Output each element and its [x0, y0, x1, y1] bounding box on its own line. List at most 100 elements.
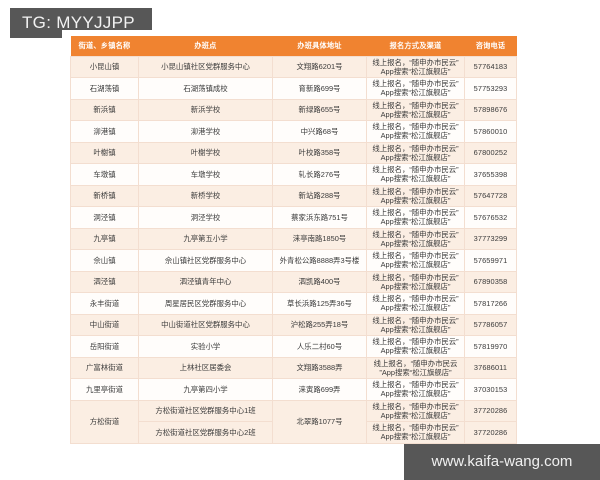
- cell-town: 车墩镇: [70, 163, 139, 186]
- cell-site: 石湖荡镇成校: [138, 77, 273, 100]
- column-header-channel: 报名方式及渠道: [366, 36, 465, 56]
- cell-address: 新站路288号: [272, 184, 367, 207]
- cell-address: 叶校路358号: [272, 141, 367, 164]
- table-body: 小昆山镇 小昆山镇社区党群服务中心 文翔路6201号 线上报名，“随申办市民云” App…: [70, 55, 517, 444]
- cell-phone: 37030153: [464, 378, 517, 401]
- cell-address: 蔡家浜东路751号: [272, 206, 367, 229]
- channel-line-1: 线上报名，“随申办市民云”: [372, 100, 459, 110]
- cell-phone: 57819970: [464, 335, 517, 358]
- table-row: 方松街道 方松街道社区党群服务中心1班 北翠路1077号 线上报名，“随申办市民云” A…: [70, 399, 517, 444]
- table-row: 叶榭镇 叶榭学校 叶校路358号 线上报名，“随申办市民云” App搜索“松江旗舰店” 6…: [70, 141, 517, 164]
- table-header-row: 街道、乡镇名称 办班点 办班具体地址 报名方式及渠道 咨询电话: [70, 36, 517, 56]
- cell-registration-channel: 线上报名，“随申办市民云”App搜索“松江旗舰店”: [366, 77, 465, 100]
- channel-line-2: App搜索“松江旗舰店”: [380, 131, 451, 141]
- table-row: 岳阳街道 实验小学 人乐二村60号 线上报名，“随申办市民云” App搜索“松江旗舰店”…: [70, 335, 517, 358]
- table-card: 街道、乡镇名称 办班点 办班具体地址 报名方式及渠道 咨询电话 小昆山镇 小昆山镇…: [62, 30, 524, 450]
- table-row: 泗泾镇 泗泾镇青年中心 泗凯路400号 线上报名，“随申办市民云” App搜索“松江旗舰…: [70, 270, 517, 293]
- cell-town: 石湖荡镇: [70, 77, 139, 100]
- channel-line-1: 线上报名，“随申办市民云: [373, 358, 458, 368]
- cell-address: 轧长路276号: [272, 163, 367, 186]
- channel-line-2: App搜索“松江旗舰店”: [380, 260, 451, 270]
- table-row: 新桥镇 新桥学校 新站路288号 线上报名，“随申办市民云” App搜索“松江旗舰店” 5…: [70, 184, 517, 207]
- cell-phone: 57647728: [464, 184, 517, 207]
- cell-site: 九亭第五小学: [138, 227, 273, 250]
- cell-registration-channel: 线上报名，“随申办市民云”App搜索“松江旗舰店”: [366, 163, 465, 186]
- cell-registration-channel: 线上报名，“随申办市民云”App搜索“松江旗舰店”: [366, 399, 465, 422]
- cell-phone: 57753293: [464, 77, 517, 100]
- cell-town: 小昆山镇: [70, 55, 139, 78]
- table-header: 街道、乡镇名称 办班点 办班具体地址 报名方式及渠道 咨询电话: [70, 36, 517, 56]
- cell-phone: 57898676: [464, 98, 517, 121]
- channel-line-1: 线上报名，“随申办市民云”: [372, 423, 459, 432]
- cell-registration-channel: 线上报名，“随申办市民云”App搜索“松江旗舰店”: [366, 55, 465, 78]
- cell-address: 新绿路655号: [272, 98, 367, 121]
- cell-registration-channel: 线上报名，“随申办市民云”App搜索“松江旗舰店”: [366, 141, 465, 164]
- table-row: 石湖荡镇 石湖荡镇成校 育新路699号 线上报名，“随申办市民云” App搜索“松江旗舰…: [70, 77, 517, 100]
- cell-site: 佘山镇社区党群服务中心: [138, 249, 273, 272]
- cell-site: 泗泾镇青年中心: [138, 270, 273, 293]
- column-header-address: 办班具体地址: [272, 36, 367, 56]
- cell-address: 文翔路6201号: [272, 55, 367, 78]
- cell-town: 叶榭镇: [70, 141, 139, 164]
- cell-registration-channel: 线上报名，“随申办市民云”App搜索“松江旗舰店”: [366, 378, 465, 401]
- channel-line-2: App搜索“松江旗舰店”: [380, 303, 451, 313]
- channel-line-1: 线上报名，“随申办市民云”: [372, 294, 459, 303]
- cell-town: 中山街道: [70, 313, 139, 336]
- channel-line-2: App搜索“松江旗舰店”: [380, 152, 451, 162]
- channel-line-1: 线上报名，“随申办市民云”: [372, 315, 459, 325]
- cell-town: 九里亭街道: [70, 378, 139, 401]
- cell-town: 广富林街道: [70, 356, 139, 379]
- channel-line-1: 线上报名，“随申办市民云”: [372, 380, 459, 389]
- cell-registration-channel: 线上报名，“随申办市民云”App搜索“松江旗舰店”: [366, 356, 465, 379]
- cell-phone: 57860010: [464, 120, 517, 143]
- cell-site: 中山街道社区党群服务中心: [138, 313, 273, 336]
- channel-line-1: 线上报名，“随申办市民云”: [372, 272, 459, 282]
- channel-line-2: App搜索“松江旗舰店”: [380, 195, 451, 205]
- table-row: 洞泾镇 洞泾学校 蔡家浜东路751号 线上报名，“随申办市民云” App搜索“松江旗舰店…: [70, 206, 517, 229]
- cell-phone: 67800252: [464, 141, 517, 164]
- cell-site: 方松街道社区党群服务中心1班: [138, 399, 273, 422]
- cell-town: 佘山镇: [70, 249, 139, 272]
- channel-line-1: 线上报名，“随申办市民云”: [372, 79, 459, 88]
- table-row: 永丰街道 周星居民区党群服务中心 草长浜路125弄36号 线上报名，“随申办市民云” A…: [70, 292, 517, 315]
- channel-line-1: 线上报名，“随申办市民云”: [372, 229, 459, 239]
- cell-site: 上林社区居委会: [138, 356, 273, 379]
- table-row: 中山街道 中山街道社区党群服务中心 沪松路255弄18号 线上报名，“随申办市民云” A…: [70, 313, 517, 336]
- column-header-site: 办班点: [138, 36, 273, 56]
- table-row: 车墩镇 车墩学校 轧长路276号 线上报名，“随申办市民云” App搜索“松江旗舰店” 3…: [70, 163, 517, 186]
- channel-line-1: 线上报名，“随申办市民云”: [372, 57, 459, 67]
- cell-phone: 37655398: [464, 163, 517, 186]
- channel-line-2: App搜索“松江旗舰店”: [380, 109, 451, 119]
- cell-address: 泗凯路400号: [272, 270, 367, 293]
- channel-line-1: 线上报名，“随申办市民云”: [372, 401, 459, 411]
- cell-registration-channel: 线上报名，“随申办市民云”App搜索“松江旗舰店”: [366, 292, 465, 315]
- cell-site: 九亭第四小学: [138, 378, 273, 401]
- cell-phone: 57817266: [464, 292, 517, 315]
- cell-address: 文翔路3588弄: [272, 356, 367, 379]
- cell-town: 新桥镇: [70, 184, 139, 207]
- cell-address: 草长浜路125弄36号: [272, 292, 367, 315]
- cell-address: 中兴路68号: [272, 120, 367, 143]
- channel-line-2: App搜索“松江旗舰店”: [380, 410, 451, 420]
- table-row: 小昆山镇 小昆山镇社区党群服务中心 文翔路6201号 线上报名，“随申办市民云” App…: [70, 55, 517, 78]
- cell-site: 周星居民区党群服务中心: [138, 292, 273, 315]
- cell-site: 泖港学校: [138, 120, 273, 143]
- channel-line-2: App搜索“松江旗舰店”: [380, 346, 451, 356]
- cell-site: 车墩学校: [138, 163, 273, 186]
- channel-line-2: App搜索“松江旗舰店”: [380, 174, 451, 184]
- channel-line-2: ”App搜索“松江旗舰店”: [379, 367, 452, 377]
- table-row: 九亭镇 九亭第五小学 涞亭南路1850号 线上报名，“随申办市民云” App搜索“松江旗…: [70, 227, 517, 250]
- cell-registration-channel: 线上报名，“随申办市民云”App搜索“松江旗舰店”: [366, 227, 465, 250]
- channel-line-1: 线上报名，“随申办市民云”: [372, 122, 459, 131]
- cell-phone: 37773299: [464, 227, 517, 250]
- channel-line-2: App搜索“松江旗舰店”: [380, 389, 451, 399]
- cell-town: 岳阳街道: [70, 335, 139, 358]
- cell-phone: 57659971: [464, 249, 517, 272]
- cell-phone: 37720286: [464, 421, 517, 444]
- table-row: 新浜镇 新浜学校 新绿路655号 线上报名，“随申办市民云” App搜索“松江旗舰店” 5…: [70, 98, 517, 121]
- cell-site: 小昆山镇社区党群服务中心: [138, 55, 273, 78]
- cell-registration-channel: 线上报名，“随申办市民云”App搜索“松江旗舰店”: [366, 335, 465, 358]
- cell-registration-channel: 线上报名，“随申办市民云”App搜索“松江旗舰店”: [366, 98, 465, 121]
- cell-site: 洞泾学校: [138, 206, 273, 229]
- cell-address: 育新路699号: [272, 77, 367, 100]
